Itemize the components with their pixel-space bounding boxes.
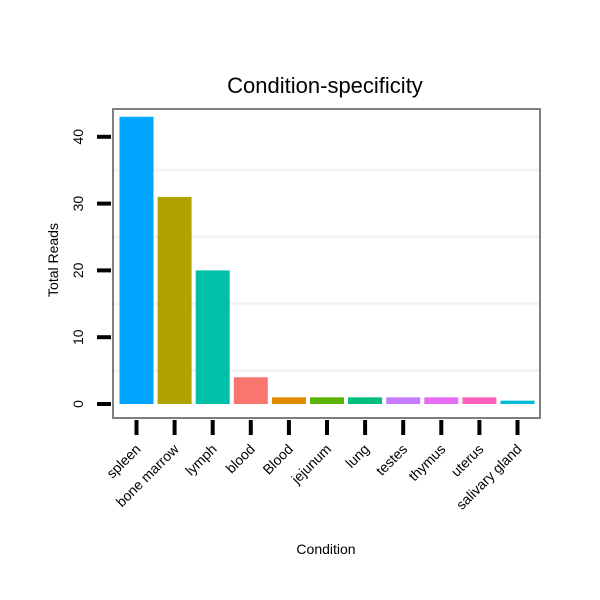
bar-thymus	[424, 397, 459, 404]
y-axis-label: Total Reads	[45, 223, 61, 297]
bar-lung	[348, 397, 383, 404]
y-tick-label: 0	[70, 400, 86, 408]
chart-title: Condition-specificity	[227, 73, 423, 98]
bar-bone-marrow	[157, 196, 192, 404]
x-tick-label: lung	[342, 441, 372, 471]
y-tick-label: 40	[70, 129, 86, 145]
bar-testes	[386, 397, 421, 404]
y-tick-label: 10	[70, 329, 86, 345]
x-tick-label: blood	[222, 441, 258, 477]
bar-spleen	[119, 116, 154, 404]
bar-uterus	[462, 397, 497, 404]
y-axis: 0 10 20 30 40	[70, 129, 111, 408]
plot-border	[112, 108, 541, 419]
x-tick-label: jejunum	[287, 441, 334, 488]
y-tick-label: 20	[70, 262, 86, 278]
x-tick-label: thymus	[405, 441, 448, 484]
x-axis-label: Condition	[296, 541, 355, 557]
bar-lymph	[195, 270, 230, 404]
bar-salivary-gland	[500, 400, 535, 404]
bar-blood	[233, 377, 268, 404]
bar-blood	[271, 397, 306, 404]
y-tick-label: 30	[70, 196, 86, 212]
x-tick-label: lymph	[182, 441, 220, 479]
bar-jejunum	[310, 397, 344, 404]
bars	[119, 116, 535, 404]
